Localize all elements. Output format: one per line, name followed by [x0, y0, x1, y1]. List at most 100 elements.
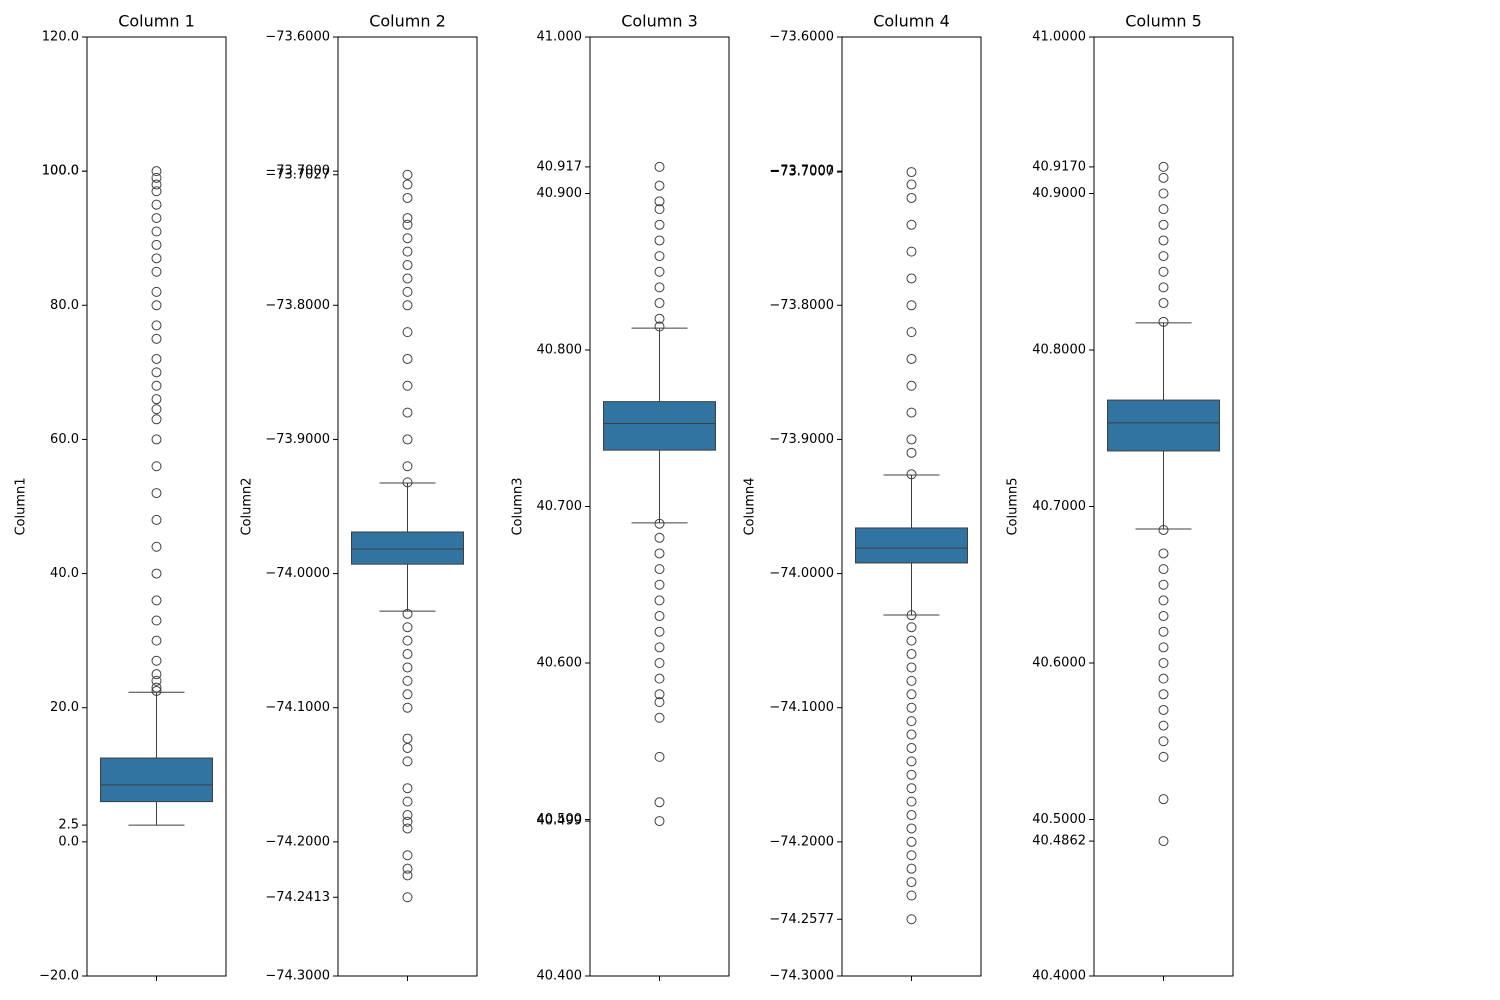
y-tick-label: 41.0000 [1032, 30, 1086, 45]
outlier [654, 658, 665, 668]
axes-frame [86, 36, 227, 977]
outlier [1158, 524, 1169, 535]
outlier [151, 655, 162, 666]
outlier [402, 286, 413, 297]
outlier [402, 407, 413, 418]
outlier [402, 273, 413, 284]
outlier [402, 796, 413, 807]
outlier [151, 404, 162, 415]
y-axis-label: Column2 [240, 477, 255, 535]
outlier [151, 635, 162, 646]
y-tick-label: 40.500 [537, 812, 583, 827]
y-tick-label: −73.9000 [769, 432, 834, 447]
y-tick-label: −73.7027 [265, 167, 330, 182]
outlier [906, 649, 917, 660]
y-tick-label: 40.0 [50, 566, 79, 581]
outlier [402, 689, 413, 700]
outlier [151, 675, 162, 686]
outlier [151, 514, 162, 525]
outlier [1158, 611, 1169, 622]
outlier [151, 367, 162, 378]
y-tick-label: 0.0 [58, 834, 79, 849]
outlier [151, 615, 162, 626]
y-tick-label: −74.1000 [265, 700, 330, 715]
outlier [1158, 298, 1169, 309]
outlier [1158, 658, 1169, 668]
outlier [906, 179, 917, 190]
outlier [654, 532, 665, 543]
outlier [402, 892, 413, 903]
outlier [906, 246, 917, 257]
outlier [906, 610, 917, 621]
y-tick-label: 40.4862 [1032, 834, 1086, 849]
outlier [151, 266, 162, 277]
y-tick-label: 2.5 [58, 818, 79, 833]
outlier [654, 797, 665, 808]
y-tick-label: −74.0000 [265, 566, 330, 581]
outlier [151, 541, 162, 552]
outlier [906, 167, 917, 178]
axes-frame [589, 36, 730, 977]
y-tick-label: 40.700 [537, 499, 583, 514]
outlier [654, 266, 665, 277]
outlier [1158, 564, 1169, 575]
outlier [402, 733, 413, 744]
box [1107, 399, 1220, 452]
chart-title: Column 2 [369, 12, 446, 31]
y-tick-label: 40.8000 [1032, 343, 1086, 358]
outlier [654, 313, 665, 324]
outlier [654, 816, 665, 827]
outlier [654, 161, 665, 172]
outlier [151, 239, 162, 250]
outlier [151, 226, 162, 237]
outlier [1158, 626, 1169, 637]
y-tick-label: −73.6000 [265, 30, 330, 45]
outlier [151, 380, 162, 391]
outlier [906, 662, 917, 673]
outlier [654, 611, 665, 622]
outlier [151, 253, 162, 264]
outlier [654, 548, 665, 559]
outlier [151, 286, 162, 297]
outlier [906, 635, 917, 646]
outlier [654, 689, 665, 700]
outlier [1158, 266, 1169, 277]
outlier [151, 300, 162, 311]
y-tick-label: −74.2000 [265, 834, 330, 849]
outlier [1158, 282, 1169, 293]
outlier [1158, 736, 1169, 747]
outlier [906, 716, 917, 727]
outlier [151, 414, 162, 425]
outlier [402, 635, 413, 646]
outlier [906, 702, 917, 713]
outlier [654, 219, 665, 230]
outlier [1158, 188, 1169, 199]
outlier [1158, 673, 1169, 684]
outlier [402, 783, 413, 794]
y-tick-label: −73.6000 [769, 30, 834, 45]
outlier [402, 434, 413, 445]
outlier [906, 192, 917, 203]
outlier [654, 626, 665, 637]
y-tick-label: −74.3000 [265, 969, 330, 984]
outlier [906, 380, 917, 391]
outlier [151, 488, 162, 499]
axes-frame [1093, 36, 1234, 977]
outlier [1158, 794, 1169, 805]
outlier [906, 769, 917, 780]
outlier [402, 233, 413, 244]
y-tick-label: 80.0 [50, 298, 79, 313]
outlier [1158, 235, 1169, 246]
outlier [151, 179, 162, 190]
outlier [1158, 704, 1169, 715]
outlier [654, 595, 665, 606]
outlier [151, 461, 162, 472]
y-tick-label: 40.6000 [1032, 656, 1086, 671]
chart-title: Column 5 [1125, 12, 1202, 31]
y-axis-label: Column4 [743, 477, 758, 535]
y-tick-label: 120.0 [42, 30, 79, 45]
y-tick-label: 100.0 [42, 164, 79, 179]
outlier [654, 697, 665, 708]
outlier [1158, 751, 1169, 762]
outlier [654, 751, 665, 762]
